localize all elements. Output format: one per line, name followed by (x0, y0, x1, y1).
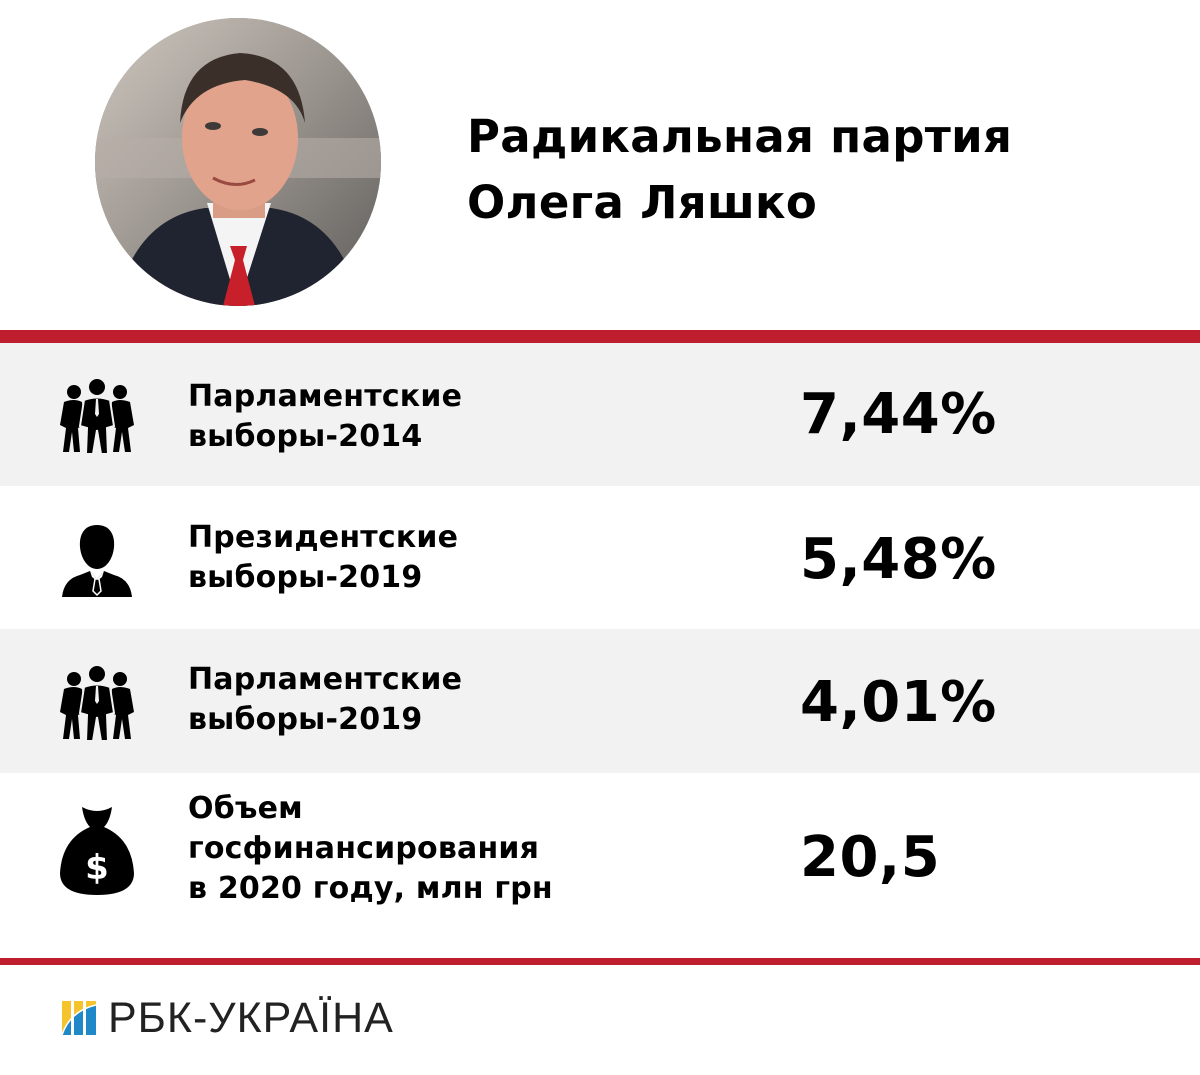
stat-value: 7,44% (800, 382, 997, 447)
label-line: Парламентские (188, 379, 463, 414)
page-title: Радикальная партия Олега Ляшко (467, 104, 1012, 236)
stat-label: Объем госфинансирования в 2020 году, млн… (188, 789, 553, 909)
title-line-1: Радикальная партия (467, 110, 1013, 163)
stat-row-parliament-2019: Парламентские выборы-2019 4,01% (0, 629, 1200, 773)
money-bag-icon: $ (52, 799, 142, 899)
label-line: Объем (188, 791, 303, 826)
rbc-ukraine-logo: РБК-УКРАЇНА (62, 996, 394, 1040)
label-line: выборы-2019 (188, 560, 423, 595)
group-of-people-icon (52, 657, 142, 747)
rbc-logo-mark-icon (62, 1001, 96, 1035)
label-line: Президентские (188, 520, 459, 555)
stat-label: Парламентские выборы-2014 (188, 377, 462, 457)
header: Радикальная партия Олега Ляшко (0, 0, 1200, 330)
label-line: выборы-2019 (188, 702, 423, 737)
bottom-divider (0, 958, 1200, 965)
group-of-people-icon (52, 370, 142, 460)
stat-value: 4,01% (800, 670, 997, 735)
stat-value: 5,48% (800, 527, 997, 592)
person-in-suit-icon (52, 513, 142, 603)
stat-label: Парламентские выборы-2019 (188, 660, 462, 740)
top-divider (0, 330, 1200, 343)
label-line: Парламентские (188, 662, 463, 697)
stat-label: Президентские выборы-2019 (188, 518, 458, 598)
label-line: выборы-2014 (188, 419, 423, 454)
svg-text:$: $ (85, 848, 109, 888)
stat-row-parliament-2014: Парламентские выборы-2014 7,44% (0, 343, 1200, 486)
stat-row-state-funding-2020: $ Объем госфинансирования в 2020 году, м… (0, 773, 1200, 958)
politician-photo (95, 18, 381, 306)
stat-row-presidential-2019: Президентские выборы-2019 5,48% (0, 486, 1200, 629)
title-line-2: Олега Ляшко (467, 176, 818, 229)
brand-name: РБК-УКРАЇНА (108, 994, 394, 1042)
label-line: в 2020 году, млн грн (188, 871, 553, 906)
stat-value: 20,5 (800, 825, 941, 890)
portrait-illustration (95, 18, 381, 306)
label-line: госфинансирования (188, 831, 540, 866)
